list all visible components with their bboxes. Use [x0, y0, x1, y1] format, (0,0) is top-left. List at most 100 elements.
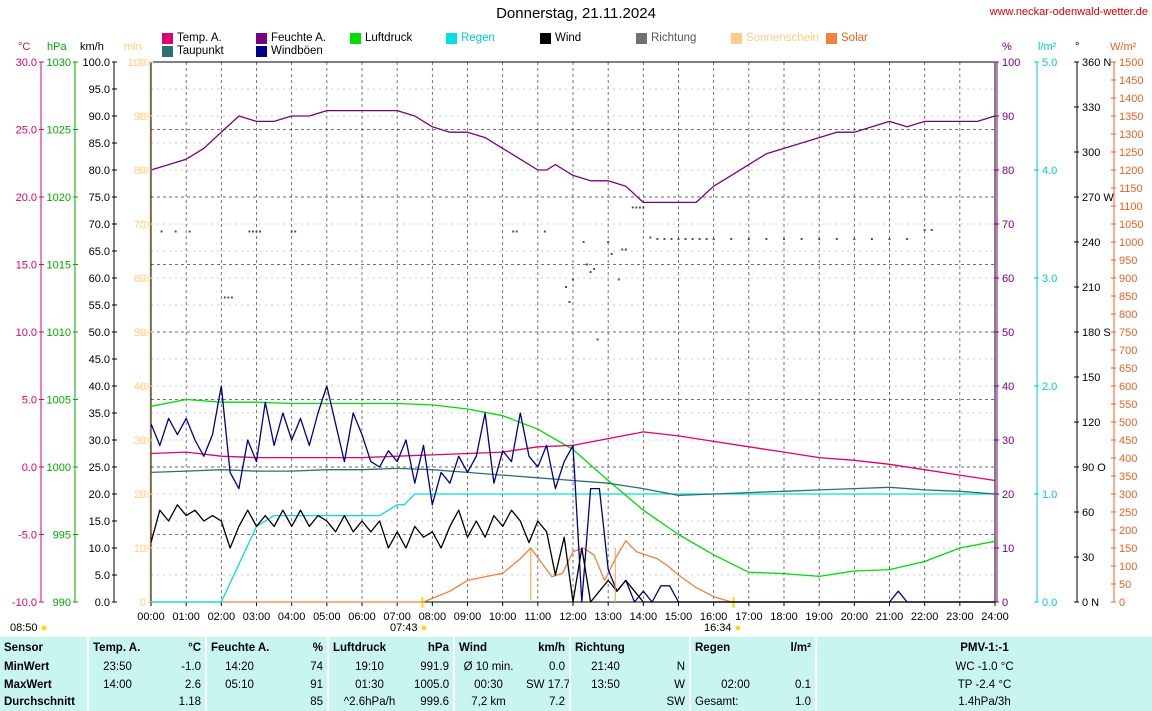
direction-point — [572, 278, 574, 281]
sun-inner-label: 50 — [138, 328, 150, 339]
axis-tick-label-rain: 3.0 — [1042, 273, 1057, 285]
stats-header-pmv: PMV-1:-1 — [815, 637, 1152, 659]
direction-point — [670, 238, 673, 240]
x-tick-label: 21:00 — [876, 611, 904, 623]
x-tick-label: 15:00 — [665, 611, 693, 623]
x-tick-label: 22:00 — [911, 611, 939, 623]
axis-tick-label-wind: 90.0 — [89, 111, 110, 123]
axis-tick-label-solar: 1150 — [1119, 183, 1143, 195]
x-tick-label: 14:00 — [630, 611, 658, 623]
axis-tick-label-sun: 0 — [140, 597, 146, 609]
direction-point — [624, 248, 627, 251]
axis-tick-label-sun: 40 — [134, 381, 146, 393]
direction-point — [227, 296, 230, 299]
series-regen — [151, 493, 995, 603]
legend-windboeen: Windböen — [256, 45, 323, 57]
chart-title: Donnerstag, 21.11.2024 — [496, 5, 656, 22]
axis-tick-label-wind: 35.0 — [89, 408, 110, 420]
direction-point — [747, 238, 750, 240]
axis-tick-label-press: 1005 — [47, 395, 71, 407]
stats-header-rain-unit: l/m² — [790, 641, 811, 654]
x-tick-label: 16:00 — [700, 611, 728, 623]
axis-tick-label-wind: 85.0 — [89, 138, 110, 150]
direction-point — [596, 338, 599, 341]
axis-tick-label-sun: 70 — [134, 219, 146, 231]
axis-tick-label-solar: 1050 — [1119, 219, 1143, 231]
axis-tick-label-solar: 750 — [1119, 327, 1137, 339]
legend-taupunkt: Taupunkt — [162, 45, 224, 57]
axis-tick-label-wind: 15.0 — [89, 516, 110, 528]
legend-solar: Solar — [826, 32, 868, 44]
stats-table: Sensor Temp. A. °C Feuchte A. % Luftdruc… — [0, 637, 1152, 711]
axis-tick-label-solar: 350 — [1119, 471, 1137, 483]
stats-header-rain: Regen — [689, 637, 780, 659]
axis-unit-rain: l/m² — [1038, 41, 1057, 53]
x-tick-label: 09:00 — [454, 611, 482, 623]
stats-row-max: MaxWert 14:00 2.6 05:10 91 01:30 1005.0 … — [0, 676, 1152, 694]
direction-point — [160, 230, 163, 233]
direction-point — [617, 278, 620, 281]
sun-inner-label: 70 — [138, 220, 150, 231]
x-tick-label: 10:00 — [489, 611, 517, 623]
stats-header-hum: Feuchte A. — [205, 637, 272, 659]
axis-tick-label-solar: 1450 — [1119, 75, 1143, 87]
axis-tick-label-press: 1020 — [47, 192, 71, 204]
axis-tick-label-temp: 5.0 — [22, 395, 37, 407]
axis-tick-label-press: 1015 — [47, 260, 71, 272]
axis-tick-label-sun: 30 — [134, 435, 146, 447]
direction-point — [783, 238, 785, 240]
axis-tick-label-wind: 60.0 — [89, 273, 110, 285]
direction-point — [593, 268, 596, 270]
axis-tick-label-solar: 900 — [1119, 273, 1137, 285]
legend-temp: Temp. A. — [162, 32, 222, 44]
axis-unit-temp: °C — [18, 41, 31, 53]
direction-point — [730, 238, 733, 240]
axis-tick-label-dir: 150 — [1082, 372, 1100, 384]
axis-tick-label-dir: 210 — [1082, 282, 1100, 294]
direction-point — [705, 238, 708, 240]
axis-tick-label-solar: 100 — [1119, 561, 1137, 573]
stats-header-sensor: Sensor — [4, 641, 43, 654]
axis-tick-label-dir: 120 — [1082, 417, 1100, 429]
direction-point — [290, 230, 293, 233]
stats-row-label: MaxWert — [4, 678, 52, 691]
direction-point — [248, 230, 251, 233]
x-tick-label: 06:00 — [348, 611, 376, 623]
x-tick-label: 19:00 — [805, 611, 833, 623]
stats-header-dir: Richtung — [569, 637, 640, 659]
axis-tick-label-wind: 75.0 — [89, 192, 110, 204]
axis-tick-label-solar: 0 — [1119, 597, 1125, 609]
legend-feuchte: Feuchte A. — [256, 32, 326, 44]
axis-tick-label-dir: 60 — [1082, 507, 1094, 519]
sun-inner-label: 100 — [132, 58, 149, 69]
legend-luftdruck: Luftdruck — [350, 32, 412, 44]
direction-point — [684, 238, 687, 240]
axis-tick-label-temp: 10.0 — [16, 327, 37, 339]
x-tick-label: 18:00 — [770, 611, 798, 623]
direction-point — [853, 238, 856, 240]
source-link[interactable]: www.neckar-odenwald-wetter.de — [989, 6, 1148, 18]
axis-tick-label-solar: 150 — [1119, 543, 1137, 555]
stats-header-wind-unit: km/h — [538, 641, 565, 654]
x-tick-label: 00:00 — [137, 611, 165, 623]
sunrise-label: 07:43 ● — [390, 622, 428, 634]
axis-tick-label-temp: -5.0 — [18, 530, 37, 542]
axis-tick-label-press: 1025 — [47, 125, 71, 137]
series-taupunkt — [150, 467, 996, 497]
axis-tick-label-solar: 1250 — [1119, 147, 1143, 159]
axis-unit-solar: W/m² — [1110, 41, 1137, 53]
x-tick-label: 08:00 — [419, 611, 447, 623]
axis-tick-label-wind: 100.0 — [82, 57, 110, 69]
axis-tick-label-dir: 270 W — [1082, 192, 1114, 204]
axis-tick-label-solar: 1000 — [1119, 237, 1143, 249]
axis-tick-label-dir: 90 O — [1082, 462, 1106, 474]
axis-tick-label-solar: 300 — [1119, 489, 1137, 501]
axis-tick-label-solar: 850 — [1119, 291, 1137, 303]
axis-tick-label-wind: 5.0 — [95, 570, 110, 582]
axis-tick-label-sun: 60 — [134, 273, 146, 285]
stats-header-press: Luftdruck — [327, 637, 410, 659]
axis-tick-label-solar: 1500 — [1119, 57, 1143, 69]
axis-tick-label-wind: 10.0 — [89, 543, 110, 555]
axis-tick-label-sun: 90 — [134, 111, 146, 123]
axis-tick-label-press: 995 — [53, 530, 71, 542]
